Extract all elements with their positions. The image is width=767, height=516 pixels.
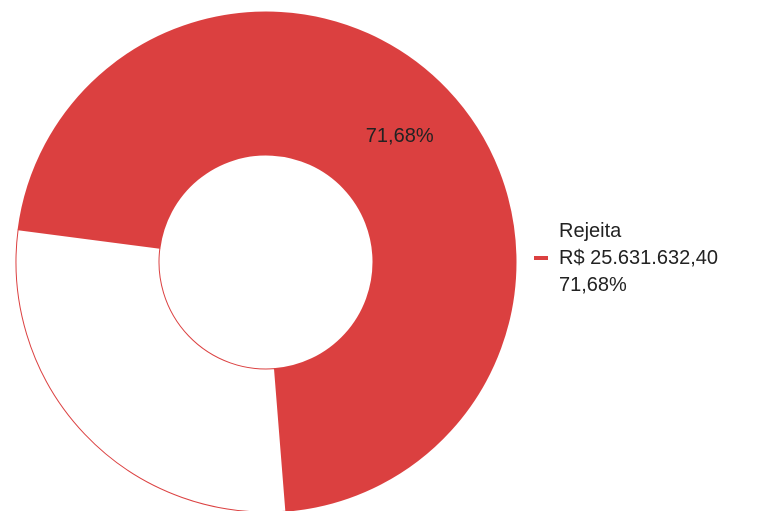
donut-slice-other[interactable] bbox=[16, 230, 286, 511]
slices-layer bbox=[16, 12, 516, 511]
legend[interactable]: Rejeita R$ 25.631.632,40 71,68% bbox=[534, 220, 718, 296]
data-labels-layer: 71,68% bbox=[366, 125, 434, 147]
legend-label-rejeita: Rejeita bbox=[559, 220, 622, 242]
legend-amount-rejeita: R$ 25.631.632,40 bbox=[559, 247, 718, 269]
legend-percent-rejeita: 71,68% bbox=[559, 274, 627, 296]
slice-data-label-rejeita: 71,68% bbox=[366, 125, 434, 147]
